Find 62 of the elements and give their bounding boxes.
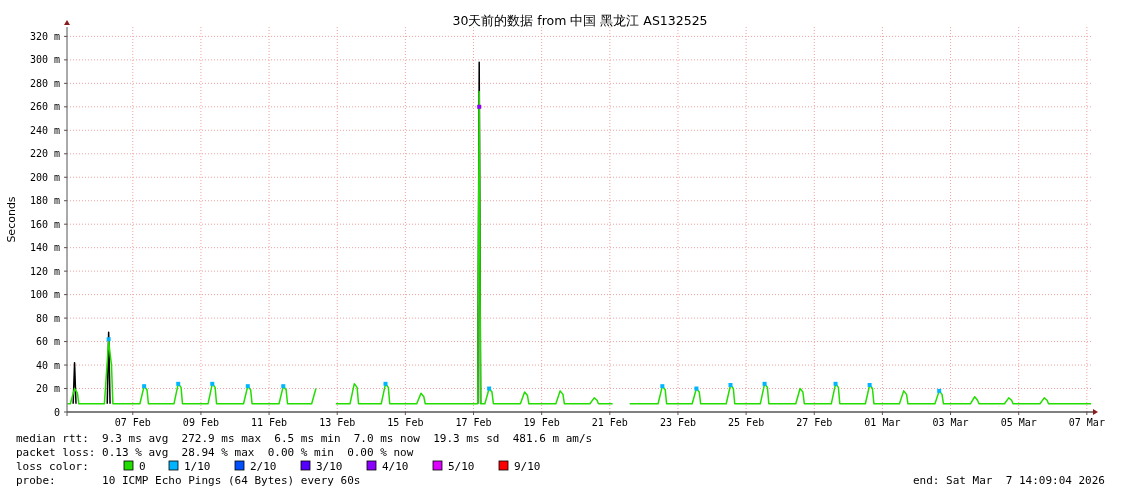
point [106, 337, 111, 342]
point [210, 381, 215, 386]
x-tick-label: 13 Feb [319, 417, 356, 428]
y-tick-label: 260 m [29, 101, 60, 113]
x-tick-label: 27 Feb [796, 417, 833, 428]
y-tick-label: 280 m [29, 77, 60, 89]
chart-title: 30天前的数据 from 中国 黑龙江 AS132525 [452, 13, 708, 28]
y-tick-label: 180 m [29, 195, 60, 207]
x-tick-label: 01 Mar [864, 417, 901, 428]
x-tick-label: 11 Feb [251, 417, 288, 428]
legend-label: 3/10 [316, 460, 343, 473]
legend-label: 4/10 [382, 460, 409, 473]
point [142, 384, 147, 389]
legend-label: 0 [139, 460, 146, 473]
point [477, 104, 482, 109]
x-tick-label: 25 Feb [728, 417, 765, 428]
y-tick-label: 120 m [29, 265, 60, 277]
y-tick-label: 100 m [29, 289, 60, 301]
legend-label: 5/10 [448, 460, 475, 473]
y-tick-label: 140 m [29, 242, 60, 254]
y-tick-label: 300 m [29, 54, 60, 66]
x-tick-label: 05 Mar [1000, 417, 1037, 428]
point [383, 381, 388, 386]
point [728, 383, 733, 387]
point [694, 386, 699, 391]
y-tick-label: 20 m [35, 383, 60, 395]
point [762, 381, 767, 386]
legend-label: 2/10 [250, 460, 277, 473]
point [245, 384, 250, 389]
point [176, 381, 181, 386]
point [487, 386, 492, 391]
y-tick-label: 60 m [35, 336, 60, 348]
x-tick-label: 07 Mar [1068, 417, 1105, 428]
y-tick-label: 220 m [29, 148, 60, 160]
point [281, 384, 286, 389]
x-tick-label: 21 Feb [591, 417, 628, 428]
x-tick-label: 17 Feb [455, 417, 492, 428]
y-tick-label: 0 [53, 406, 60, 418]
y-tick-label: 80 m [35, 312, 60, 324]
text: end: Sat Mar 7 14:09:04 2026 [912, 474, 1105, 487]
text: packet loss: 0.13 % avg 28.94 % max 0.00 % min 0.00 % now [16, 446, 414, 459]
x-tick-label: 23 Feb [659, 417, 697, 428]
y-tick-label: 160 m [29, 218, 60, 230]
point [660, 384, 665, 389]
point [833, 381, 838, 386]
text: median rtt: 9.3 ms avg 272.9 ms max 6.5 ms min 7.0 ms now 19.3 ms sd 481.6 m am/s [16, 432, 593, 445]
x-tick-label: 19 Feb [523, 417, 560, 428]
text: probe: 10 ICMP Echo Pings (64 Bytes) every 60s [16, 474, 361, 487]
y-tick-label: 200 m [29, 171, 60, 183]
x-tick-label: 15 Feb [387, 417, 424, 428]
legend-label: 1/10 [184, 460, 211, 473]
x-tick-label: 03 Mar [932, 417, 969, 428]
y-axis-title: Seconds [5, 196, 18, 243]
y-tick-label: 40 m [35, 359, 60, 371]
point [867, 383, 872, 387]
legend-label: 9/10 [514, 460, 541, 473]
y-tick-label: 240 m [29, 124, 60, 136]
x-tick-label: 09 Feb [182, 417, 219, 428]
y-tick-label: 320 m [29, 30, 60, 42]
x-tick-label: 07 Feb [114, 417, 151, 428]
legend-title: loss color: [16, 460, 89, 473]
point [937, 388, 942, 393]
